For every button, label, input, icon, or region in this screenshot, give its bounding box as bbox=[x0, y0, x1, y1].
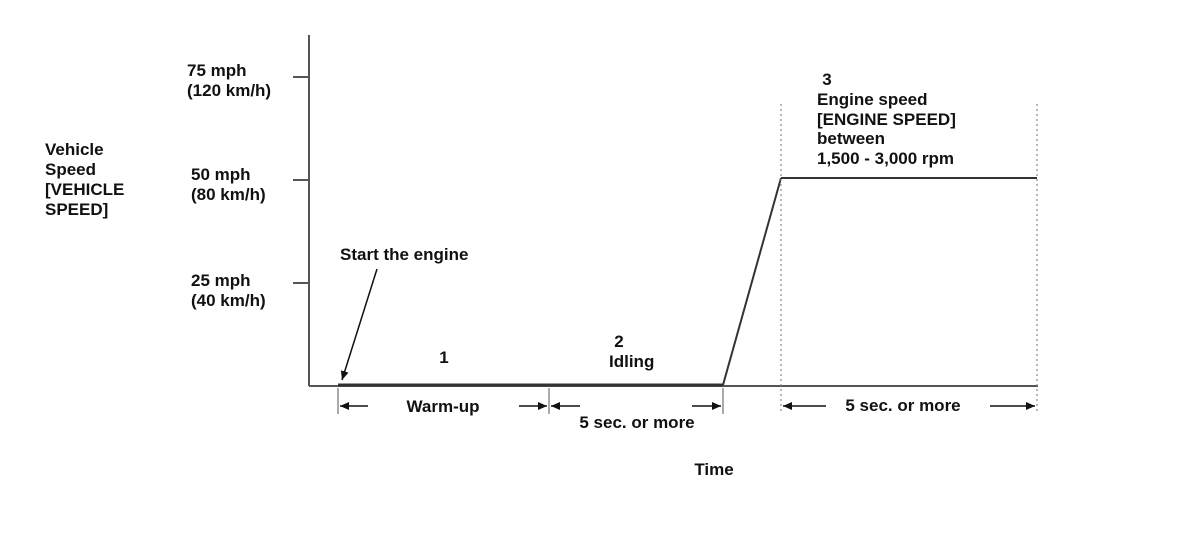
x-axis-title: Time bbox=[694, 460, 733, 479]
step2-label: Idling bbox=[609, 352, 654, 371]
start-engine-label: Start the engine bbox=[340, 245, 468, 264]
y-tick-label-25: 25 mph (40 km/h) bbox=[191, 271, 266, 310]
step2-number: 2 bbox=[614, 332, 623, 351]
y-axis-title: Vehicle Speed [VEHICLE SPEED] bbox=[45, 140, 129, 219]
start-engine-arrow bbox=[340, 268, 378, 381]
step1-number: 1 bbox=[439, 348, 448, 367]
hold-duration-label: 5 sec. or more bbox=[845, 396, 960, 415]
step3-description: Engine speed [ENGINE SPEED] between 1,50… bbox=[817, 90, 961, 168]
warmup-label: Warm-up bbox=[406, 397, 479, 416]
y-tick-label-75: 75 mph (120 km/h) bbox=[187, 61, 271, 100]
step3-number: 3 bbox=[822, 70, 831, 89]
acceleration-line bbox=[722, 177, 782, 386]
idle-duration-label: 5 sec. or more bbox=[579, 413, 694, 432]
y-tick-label-50: 50 mph (80 km/h) bbox=[191, 165, 266, 204]
